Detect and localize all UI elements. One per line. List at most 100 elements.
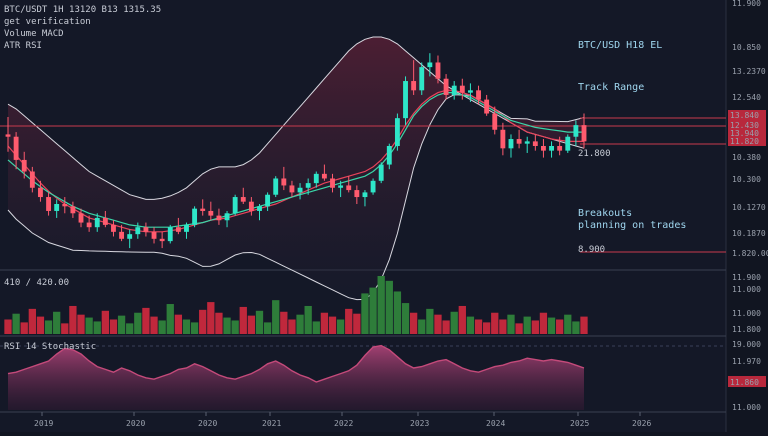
candle-body xyxy=(524,141,530,144)
volume-bar xyxy=(20,322,28,334)
volume-bar xyxy=(328,316,337,334)
osc-tag-label: 11.860 xyxy=(730,378,759,387)
volume-bar xyxy=(36,316,45,334)
volume-bar xyxy=(572,321,580,334)
price-tag-label: 13.940 xyxy=(730,129,759,138)
osc-line xyxy=(7,344,585,383)
osc-area xyxy=(8,345,584,410)
volume-bar xyxy=(101,310,110,334)
osc-tag-bg xyxy=(728,376,766,387)
candle-body xyxy=(200,208,206,211)
volume-bar xyxy=(190,322,199,334)
candle-body xyxy=(86,222,92,228)
candle-body xyxy=(70,206,76,214)
volume-bar xyxy=(288,319,296,334)
annotation-top-right: BTC/USD H18 EL xyxy=(578,40,662,51)
header-line-4: ATR RSI xyxy=(4,41,42,51)
candle-body xyxy=(127,234,133,239)
osc-axis: 19.000 11.970 11.000 11.860 xyxy=(728,340,766,412)
horizontal-levels xyxy=(0,117,726,347)
candle-body xyxy=(46,197,51,211)
volume-bar xyxy=(466,316,475,334)
price-axis-label: 10.300 xyxy=(732,175,761,184)
volume-bar xyxy=(117,315,126,334)
candle-body xyxy=(476,90,481,100)
header-line-1: BTC/USDT 1H 13120 B13 1315.35 xyxy=(4,5,161,15)
candle-body xyxy=(362,192,368,198)
volume-bar xyxy=(280,311,288,334)
volume-bar xyxy=(77,314,85,334)
volume-bar xyxy=(409,312,418,334)
time-axis-label: 2020 xyxy=(126,419,145,428)
time-axis-label: 2026 xyxy=(632,419,651,428)
candle-body xyxy=(54,204,60,211)
price-axis-label: 12.540 xyxy=(732,93,761,102)
candle-body xyxy=(500,129,506,149)
volume-bar xyxy=(564,314,572,334)
volume-bar xyxy=(158,320,166,334)
volume-bar xyxy=(434,314,442,334)
candle-body xyxy=(94,217,100,228)
candle-body xyxy=(208,210,214,216)
price-tag-bg xyxy=(728,128,766,138)
volume-bar xyxy=(336,319,345,334)
price-axis-label: 10.380 xyxy=(732,153,761,162)
volume-bar xyxy=(418,319,426,334)
osc-axis-label: 11.970 xyxy=(732,357,761,366)
candle-body xyxy=(62,204,68,207)
candle-body xyxy=(175,227,181,232)
volume-bar xyxy=(442,320,450,334)
candle-body xyxy=(492,113,498,130)
volume-bar xyxy=(272,300,280,334)
volume-bar xyxy=(142,307,150,334)
candle-body xyxy=(354,190,360,198)
candle-body xyxy=(184,224,189,232)
volume-bar xyxy=(547,317,556,334)
candle-body xyxy=(459,85,465,93)
oscillator xyxy=(7,344,585,410)
candle-body xyxy=(240,197,246,202)
price-axis-label: 11.900 xyxy=(732,0,761,8)
candle-body xyxy=(443,78,449,95)
volume-bar xyxy=(499,319,507,334)
candle-body xyxy=(289,185,295,193)
candle-body xyxy=(516,139,522,144)
volume-bar xyxy=(150,316,158,334)
volume-bar xyxy=(247,315,256,334)
candle-body xyxy=(297,187,303,193)
time-axis-label: 2024 xyxy=(486,419,505,428)
osc-panel-label: RSI 14 Stochastic xyxy=(4,342,96,352)
candle-body xyxy=(370,180,376,193)
candle-body xyxy=(549,146,554,151)
price-tag-label: 12.430 xyxy=(730,121,759,130)
candle-body xyxy=(557,146,563,151)
osc-axis-label: 19.000 xyxy=(732,340,761,349)
price-axis-label: 10.850 xyxy=(732,43,761,52)
annotation-lower-1: Breakouts xyxy=(578,208,632,219)
candle-body xyxy=(411,81,417,91)
candle-body xyxy=(581,125,587,142)
volume-bar xyxy=(353,313,361,334)
volume-bar xyxy=(393,291,402,334)
volume-axis-label: 11.000 xyxy=(732,309,761,318)
candle-body xyxy=(330,178,335,188)
time-axis-label: 2020 xyxy=(198,419,217,428)
volume-bar xyxy=(515,323,523,334)
volume-bar xyxy=(426,308,434,334)
volume-bar xyxy=(385,280,393,334)
candle-body xyxy=(265,194,271,207)
price-tag-bg xyxy=(728,110,766,120)
candle-body xyxy=(248,201,254,211)
volume-bar xyxy=(199,309,207,334)
volume-bar xyxy=(458,305,466,334)
candle-body xyxy=(403,81,408,119)
volume-panel-label: 410 / 420.00 xyxy=(4,278,69,288)
price-tag-bg xyxy=(728,136,766,146)
volume-bar xyxy=(174,314,183,334)
price-tag-label: 13.840 xyxy=(730,111,759,120)
volume-axis-label: 11.000 xyxy=(732,285,761,294)
volume-bar xyxy=(215,312,223,334)
volume-bar xyxy=(231,320,239,334)
